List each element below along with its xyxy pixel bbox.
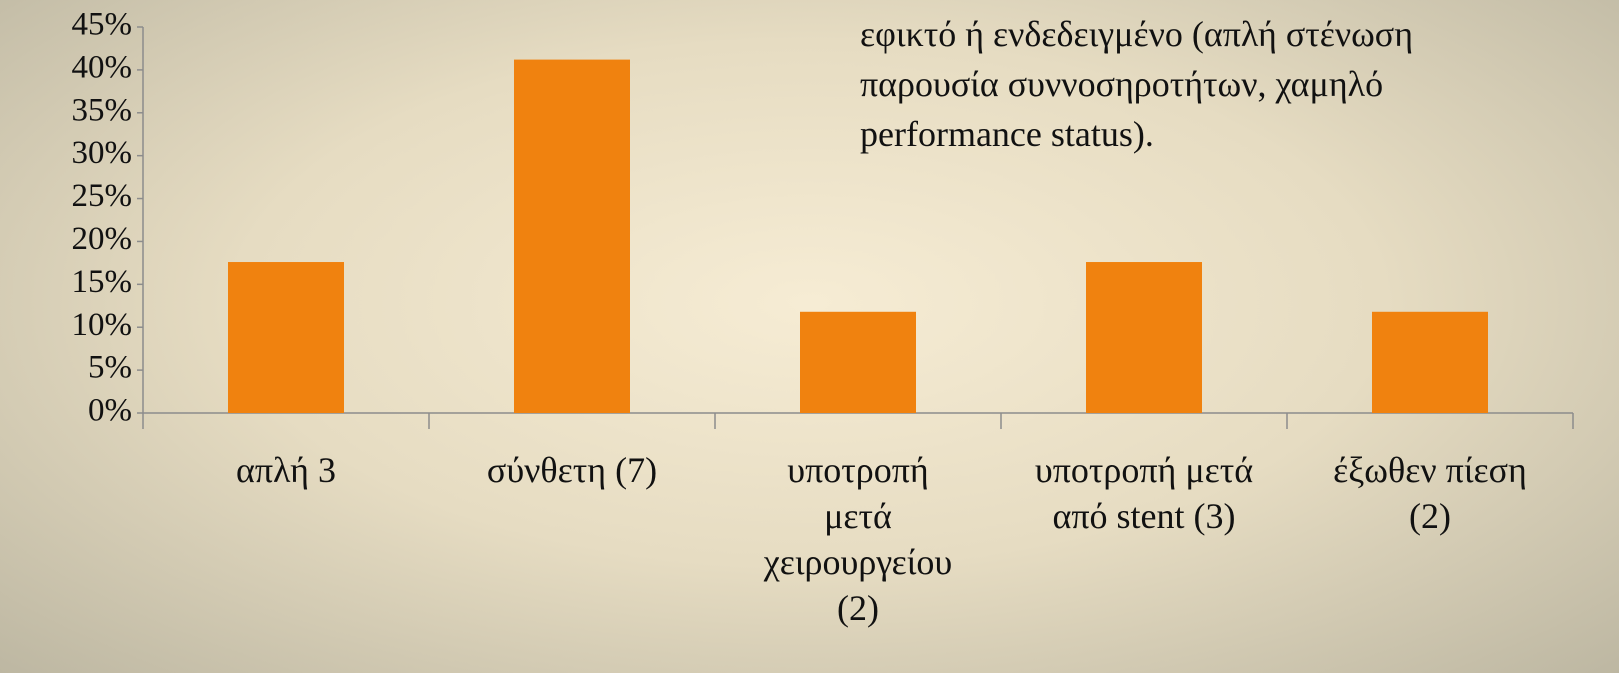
bar	[800, 311, 916, 413]
x-tick-label: υποτροπή μετά χειρουργείου (2)	[763, 450, 952, 628]
x-tick-label: υποτροπή μετά από stent (3)	[1035, 450, 1253, 536]
y-tick-label: 35%	[72, 92, 133, 128]
bar	[228, 262, 344, 413]
bar	[514, 59, 630, 414]
bar	[1372, 311, 1488, 413]
y-tick-label: 45%	[72, 7, 133, 43]
y-tick-label: 10%	[72, 307, 133, 343]
y-tick-label: 20%	[72, 221, 133, 257]
annotation: εφικτό ή ενδεδειγμένο (απλή στένωση	[860, 14, 1413, 54]
y-tick-label: 40%	[72, 49, 133, 85]
x-tick-label: σύνθετη (7)	[487, 450, 657, 490]
y-tick-label: 15%	[72, 264, 133, 300]
y-tick-label: 30%	[72, 135, 133, 171]
annotation: performance status).	[860, 114, 1154, 154]
y-tick-label: 25%	[72, 178, 133, 214]
y-tick-label: 5%	[88, 350, 132, 386]
y-tick-label: 0%	[88, 393, 132, 429]
x-tick-label: έξωθεν πίεση (2)	[1333, 450, 1527, 536]
annotation: παρουσία συννοσηροτήτων, χαμηλό	[860, 64, 1383, 104]
bar	[1086, 262, 1202, 413]
x-tick-label: απλή 3	[236, 450, 336, 490]
